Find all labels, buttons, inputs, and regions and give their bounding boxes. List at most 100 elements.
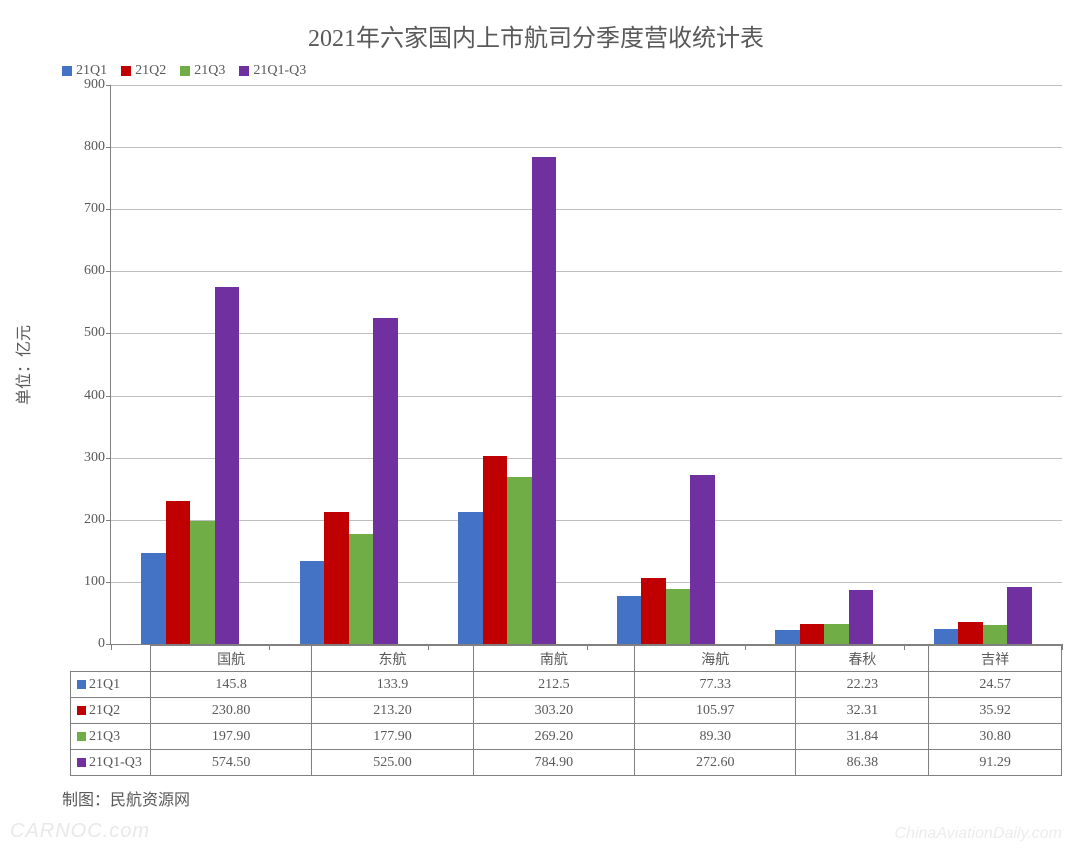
x-tick-mark	[269, 644, 270, 650]
bar	[324, 512, 349, 644]
table-cell: 86.38	[796, 750, 929, 776]
table-cell: 230.80	[151, 698, 312, 724]
table-cell: 269.20	[473, 724, 634, 750]
bar	[775, 630, 800, 644]
bar	[190, 521, 215, 644]
chart-area: 单位：亿元 0100200300400500600700800900	[70, 85, 1062, 645]
bar	[166, 501, 191, 644]
bar	[800, 624, 825, 644]
legend-item: 21Q1-Q3	[239, 63, 306, 79]
data-table: 国航东航南航海航春秋吉祥21Q1145.8133.9212.577.3322.2…	[70, 645, 1062, 776]
bar	[983, 625, 1008, 644]
row-swatch	[77, 706, 86, 715]
y-tick-mark	[106, 458, 111, 459]
table-cell: 35.92	[929, 698, 1062, 724]
table-cell: 213.20	[312, 698, 473, 724]
bar	[666, 589, 691, 644]
table-cell: 24.57	[929, 672, 1062, 698]
gridline	[111, 333, 1062, 334]
row-label: 21Q1	[89, 677, 120, 692]
y-tick-mark	[106, 333, 111, 334]
table-row-header: 21Q2	[71, 698, 151, 724]
table-cell: 77.33	[635, 672, 796, 698]
table-row-header: 21Q3	[71, 724, 151, 750]
legend-item: 21Q3	[180, 63, 225, 79]
legend-swatch	[239, 66, 249, 76]
y-tick-mark	[106, 209, 111, 210]
y-tick-mark	[106, 147, 111, 148]
bar	[690, 475, 715, 644]
table-cell: 32.31	[796, 698, 929, 724]
table-row: 21Q1-Q3574.50525.00784.90272.6086.3891.2…	[71, 750, 1062, 776]
y-tick-label: 100	[84, 574, 105, 590]
gridline	[111, 147, 1062, 148]
footer-credit: 制图：民航资源网	[62, 786, 1072, 810]
y-tick-mark	[106, 520, 111, 521]
y-tick-mark	[106, 85, 111, 86]
y-tick-mark	[106, 396, 111, 397]
table-cell: 22.23	[796, 672, 929, 698]
bar	[824, 624, 849, 644]
legend-label: 21Q1-Q3	[253, 63, 306, 79]
plot-area: 0100200300400500600700800900	[110, 85, 1062, 645]
table-column-header: 东航	[312, 646, 473, 672]
y-tick-label: 500	[84, 325, 105, 341]
table-cell: 105.97	[635, 698, 796, 724]
gridline	[111, 458, 1062, 459]
gridline	[111, 520, 1062, 521]
table-cell: 133.9	[312, 672, 473, 698]
row-label: 21Q1-Q3	[89, 755, 142, 770]
bar	[300, 561, 325, 644]
y-tick-label: 800	[84, 139, 105, 155]
table-cell: 272.60	[635, 750, 796, 776]
table-cell: 30.80	[929, 724, 1062, 750]
table-cell: 784.90	[473, 750, 634, 776]
legend-swatch	[121, 66, 131, 76]
y-tick-mark	[106, 582, 111, 583]
legend-label: 21Q2	[135, 63, 166, 79]
gridline	[111, 85, 1062, 86]
x-tick-mark	[745, 644, 746, 650]
legend-label: 21Q3	[194, 63, 225, 79]
bar	[958, 622, 983, 644]
table-cell: 31.84	[796, 724, 929, 750]
table-cell: 145.8	[151, 672, 312, 698]
bar	[617, 596, 642, 644]
y-tick-label: 600	[84, 263, 105, 279]
row-swatch	[77, 758, 86, 767]
table-row: 21Q1 145.8133.9212.577.3322.2324.57	[71, 672, 1062, 698]
x-tick-mark	[1062, 644, 1063, 650]
bar	[849, 590, 874, 644]
x-tick-mark	[111, 644, 112, 650]
bar	[507, 477, 532, 644]
watermark-left: CARNOC.com	[10, 820, 150, 843]
chart-title: 2021年六家国内上市航司分季度营收统计表	[0, 0, 1072, 63]
row-label: 21Q2	[89, 703, 120, 718]
row-swatch	[77, 680, 86, 689]
watermark-right: ChinaAviationDaily.com	[895, 825, 1062, 843]
table-cell: 89.30	[635, 724, 796, 750]
bar	[373, 318, 398, 644]
y-tick-label: 700	[84, 201, 105, 217]
table-row: 21Q2230.80213.20303.20105.9732.3135.92	[71, 698, 1062, 724]
table-column-header: 国航	[151, 646, 312, 672]
x-tick-mark	[587, 644, 588, 650]
x-tick-mark	[428, 644, 429, 650]
table-column-header: 海航	[635, 646, 796, 672]
table-cell: 177.90	[312, 724, 473, 750]
bar	[349, 534, 374, 644]
table-row: 21Q3197.90177.90269.2089.3031.8430.80	[71, 724, 1062, 750]
y-tick-mark	[106, 271, 111, 272]
bar	[641, 578, 666, 644]
bar	[458, 512, 483, 644]
gridline	[111, 396, 1062, 397]
bar	[1007, 587, 1032, 644]
gridline	[111, 582, 1062, 583]
table-row-header: 21Q1	[71, 672, 151, 698]
bar	[532, 157, 557, 645]
table-cell: 197.90	[151, 724, 312, 750]
y-tick-label: 0	[98, 636, 105, 652]
legend-swatch	[62, 66, 72, 76]
y-tick-label: 200	[84, 512, 105, 528]
table-cell: 212.5	[473, 672, 634, 698]
